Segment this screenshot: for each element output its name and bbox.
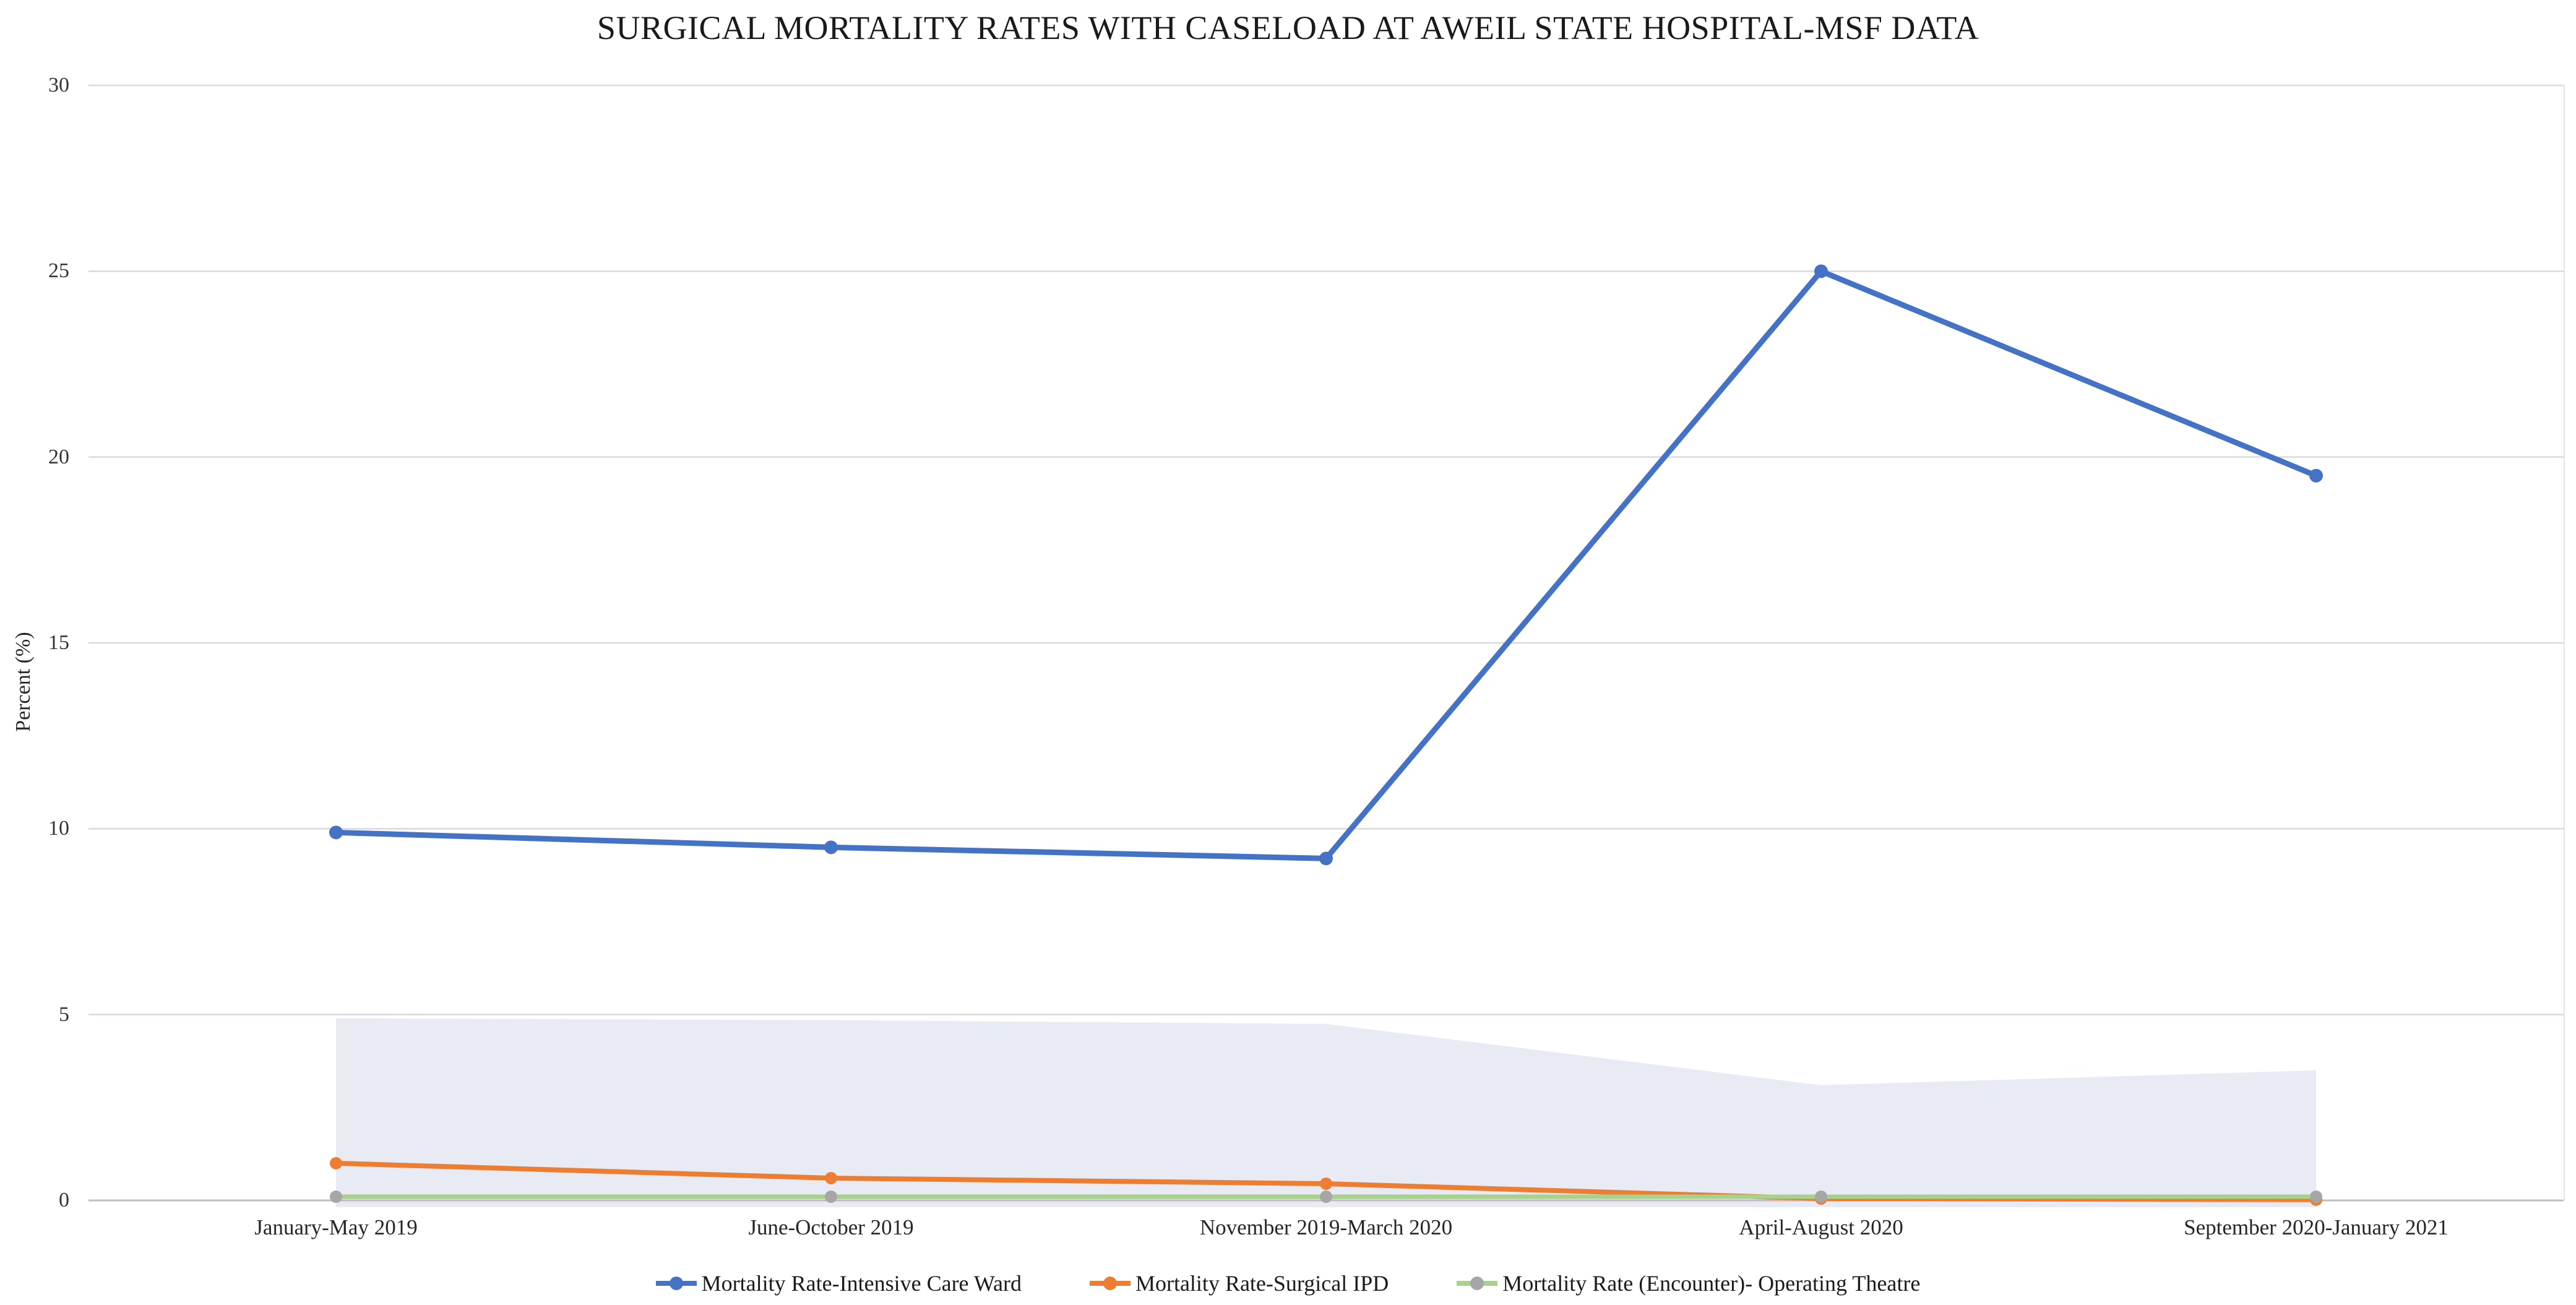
data-point-marker (2309, 468, 2323, 483)
legend-line-marker-icon (1457, 1277, 1498, 1290)
x-category-label: June-October 2019 (748, 1215, 914, 1239)
legend-item: Mortality Rate-Surgical IPD (1089, 1270, 1389, 1296)
legend-item-label: Mortality Rate-Intensive Care Ward (701, 1271, 1022, 1296)
data-point-marker (1319, 851, 1333, 866)
chart-title: SURGICAL MORTALITY RATES WITH CASELOAD A… (597, 9, 1979, 46)
legend-line-marker-icon (655, 1277, 697, 1290)
x-category-label: April-August 2020 (1739, 1215, 1903, 1239)
data-point-marker (330, 1156, 342, 1169)
caseload-area (336, 1018, 2316, 1207)
y-tick-label: 0 (59, 1189, 69, 1212)
data-point-marker (1815, 1190, 1827, 1203)
legend-item-label: Mortality Rate (Encounter)- Operating Th… (1502, 1271, 1921, 1296)
data-point-marker (330, 1190, 342, 1203)
y-tick-label: 30 (48, 74, 69, 97)
x-category-label: November 2019-March 2020 (1199, 1215, 1453, 1239)
data-point-marker (824, 840, 838, 855)
legend-line-marker-icon (1089, 1277, 1131, 1290)
data-point-marker (2310, 1190, 2322, 1203)
y-tick-label: 20 (48, 445, 69, 468)
y-tick-label: 10 (48, 817, 69, 840)
x-category-label: January-May 2019 (254, 1215, 418, 1239)
chart-legend: Mortality Rate-Intensive Care Ward Mortal… (0, 1264, 2576, 1303)
legend-item: Mortality Rate (Encounter)- Operating Th… (1457, 1270, 1920, 1296)
data-point-marker (329, 825, 343, 840)
y-tick-label: 15 (48, 631, 69, 654)
data-point-marker (825, 1171, 837, 1184)
series-line (333, 268, 2319, 861)
data-point-marker (1320, 1190, 1332, 1203)
y-tick-label: 5 (59, 1002, 69, 1026)
legend-item-label: Mortality Rate-Surgical IPD (1135, 1271, 1389, 1296)
data-point-marker (825, 1190, 837, 1203)
y-tick-label: 25 (48, 259, 69, 283)
x-category-label: September 2020-January 2021 (2184, 1215, 2449, 1239)
data-point-marker (1814, 264, 1828, 278)
legend-item: Mortality Rate-Intensive Care Ward (655, 1270, 1022, 1296)
data-point-marker (1320, 1177, 1332, 1190)
